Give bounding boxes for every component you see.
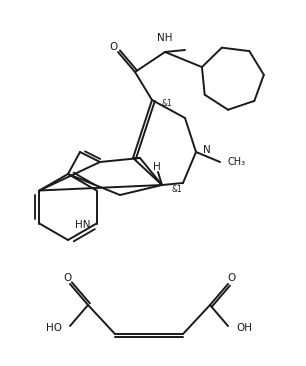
Text: O: O bbox=[63, 273, 71, 283]
Text: O: O bbox=[109, 42, 117, 52]
Text: O: O bbox=[227, 273, 235, 283]
Text: N: N bbox=[203, 145, 211, 155]
Text: HN: HN bbox=[75, 220, 91, 231]
Text: NH: NH bbox=[157, 33, 173, 43]
Text: OH: OH bbox=[236, 323, 252, 333]
Text: &1: &1 bbox=[162, 100, 173, 108]
Text: HO: HO bbox=[46, 323, 62, 333]
Text: H: H bbox=[153, 162, 161, 172]
Text: CH₃: CH₃ bbox=[228, 157, 246, 167]
Text: &1: &1 bbox=[172, 186, 183, 194]
